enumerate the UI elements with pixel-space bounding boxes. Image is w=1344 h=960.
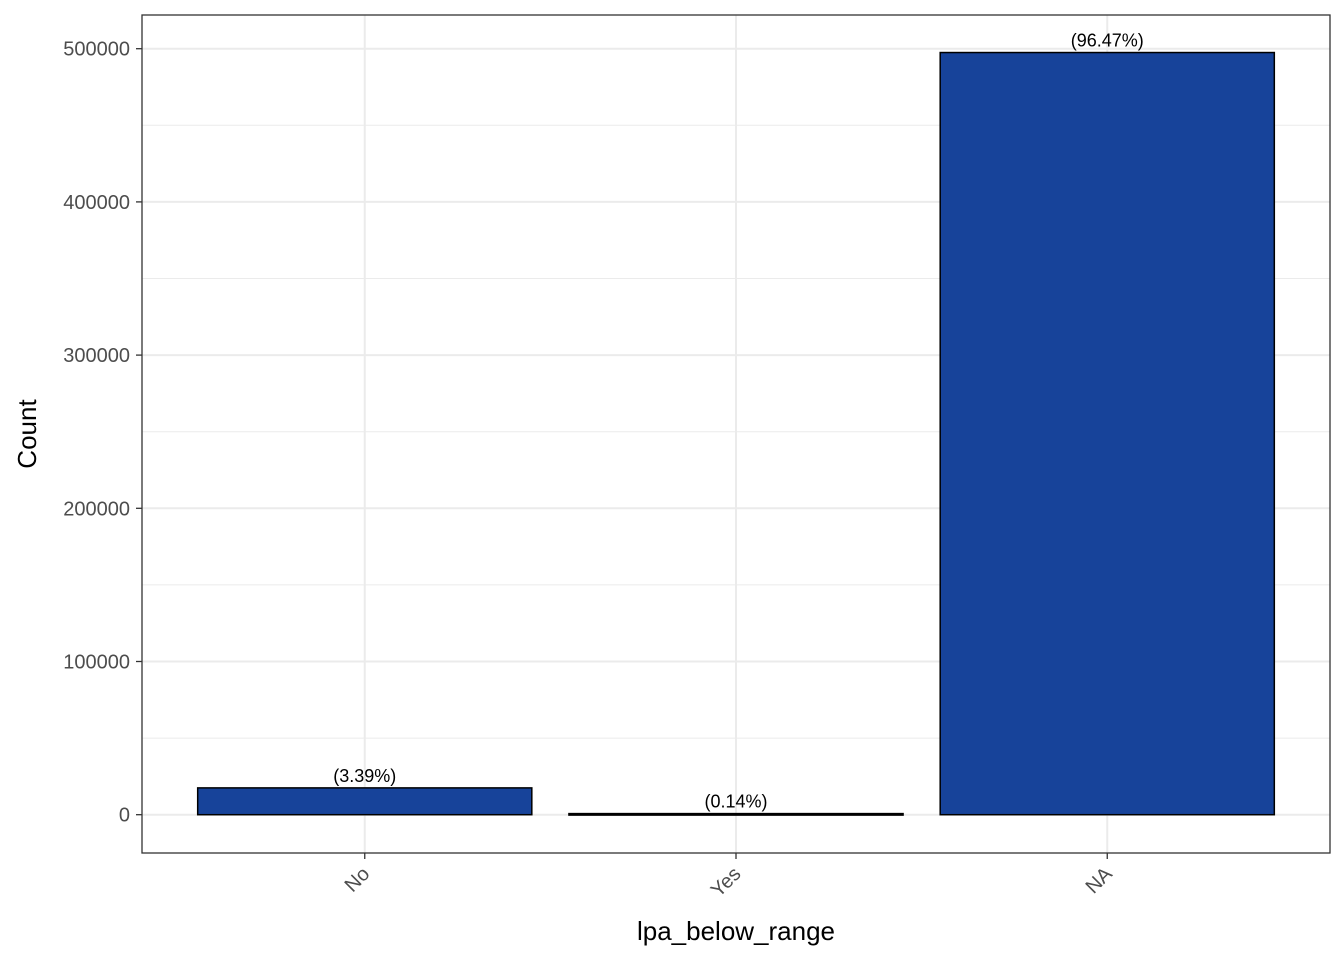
bar-value-label: (3.39%) — [333, 766, 396, 786]
y-tick-label: 200000 — [63, 498, 130, 520]
bar-value-label: (0.14%) — [704, 792, 767, 812]
bar-value-label: (96.47%) — [1071, 31, 1144, 51]
y-axis-title: Count — [12, 399, 42, 469]
x-tick-label: No — [341, 863, 375, 897]
y-tick-label: 300000 — [63, 345, 130, 367]
bar-yes — [568, 812, 904, 816]
bars — [196, 51, 1276, 816]
bar-na — [939, 51, 1276, 816]
y-tick-label: 100000 — [63, 652, 130, 674]
y-axis: 0 100000 200000 300000 400000 500000 — [63, 39, 142, 827]
x-tick-label: NA — [1082, 863, 1118, 899]
y-tick-label: 400000 — [63, 192, 130, 214]
bar-labels: (3.39%) (0.14%) (96.47%) — [333, 31, 1144, 812]
bar-no — [196, 787, 533, 816]
x-axis-title: lpa_below_range — [637, 916, 835, 946]
y-tick-label: 0 — [119, 805, 130, 827]
x-axis: No Yes NA — [341, 853, 1118, 902]
x-tick-label: Yes — [707, 863, 746, 902]
y-tick-label: 500000 — [63, 39, 130, 61]
